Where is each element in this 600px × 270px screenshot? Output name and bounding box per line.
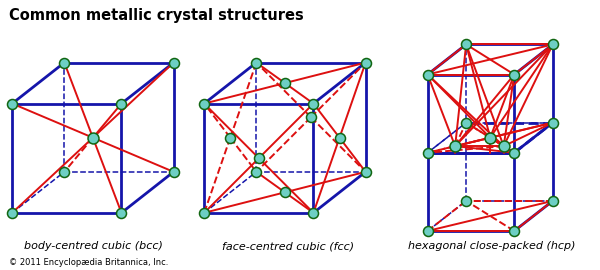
Point — [116, 102, 126, 106]
Point — [199, 211, 209, 215]
Point — [461, 120, 471, 125]
Point — [59, 60, 69, 65]
Text: body-centred cubic (bcc): body-centred cubic (bcc) — [23, 241, 163, 251]
Point — [280, 81, 290, 85]
Point — [169, 60, 178, 65]
Point — [423, 229, 433, 233]
Point — [7, 211, 17, 215]
Point — [423, 72, 433, 77]
Point — [548, 199, 557, 203]
Point — [254, 156, 263, 160]
Point — [451, 144, 460, 148]
Point — [199, 102, 209, 106]
Text: Common metallic crystal structures: Common metallic crystal structures — [9, 8, 304, 23]
Point — [7, 102, 17, 106]
Point — [335, 136, 344, 140]
Point — [116, 211, 126, 215]
Point — [59, 170, 69, 174]
Text: © 2011 Encyclopædia Britannica, Inc.: © 2011 Encyclopædia Britannica, Inc. — [9, 258, 169, 267]
Point — [485, 136, 495, 140]
Point — [509, 72, 519, 77]
Point — [461, 42, 471, 47]
Point — [548, 42, 557, 47]
Text: hexagonal close-packed (hcp): hexagonal close-packed (hcp) — [408, 241, 576, 251]
Point — [499, 144, 508, 148]
Text: face-centred cubic (fcc): face-centred cubic (fcc) — [222, 241, 354, 251]
Point — [251, 170, 261, 174]
Point — [88, 136, 98, 140]
Point — [361, 170, 370, 174]
Point — [308, 211, 318, 215]
Point — [226, 136, 235, 140]
Point — [509, 229, 519, 233]
Point — [251, 60, 261, 65]
Point — [548, 120, 557, 125]
Point — [169, 170, 178, 174]
Point — [461, 199, 471, 203]
Point — [308, 102, 318, 106]
Point — [423, 151, 433, 155]
Point — [280, 190, 290, 194]
Point — [306, 115, 316, 119]
Point — [509, 151, 519, 155]
Point — [361, 60, 370, 65]
